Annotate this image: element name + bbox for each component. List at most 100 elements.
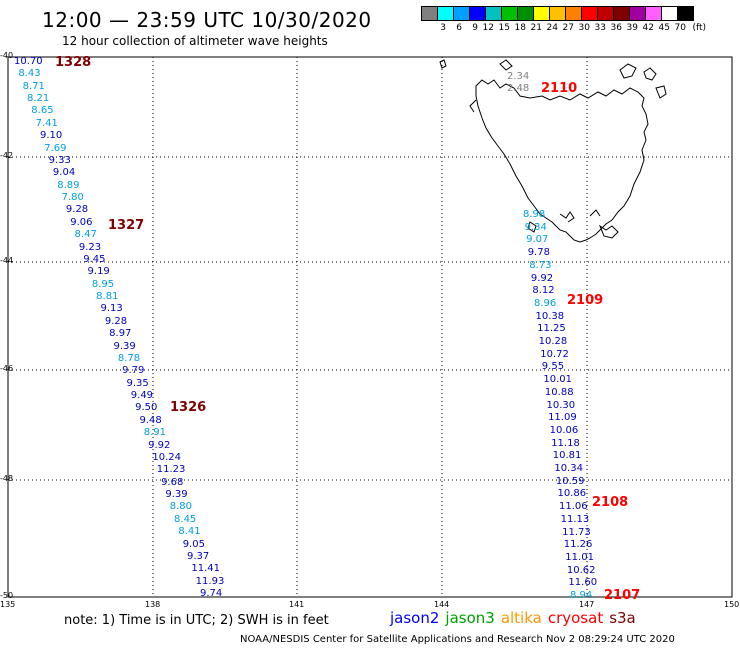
legend-label: 21 (530, 23, 542, 33)
legend-label: 70 (674, 23, 686, 33)
wave-height-value: 11.06 (559, 501, 588, 513)
wave-height-value: 9.37 (187, 550, 210, 562)
lon-label: 135 (0, 600, 16, 609)
wave-height-value: 9.05 (182, 538, 205, 550)
lon-label: 144 (434, 600, 450, 609)
tasmania-coastline (439, 59, 667, 243)
legend-label: 45 (658, 23, 670, 33)
legend-label: 27 (562, 23, 574, 33)
wave-height-value: 10.38 (535, 310, 565, 322)
legend-label: 6 (456, 23, 462, 33)
wave-height-value: 2.34 (507, 71, 530, 82)
wave-height-value: 10.88 (544, 386, 574, 398)
map-frame (7, 56, 733, 598)
wave-height-value: 11.13 (560, 513, 590, 525)
wave-height-value: 8.12 (532, 285, 555, 297)
wave-height-value: 9.45 (83, 253, 106, 265)
wave-height-value: 11.73 (562, 526, 591, 538)
wave-height-value: 10.06 (549, 424, 579, 436)
satellite-legend: jason2 jason3 altika cryosat s3a (390, 609, 642, 627)
wave-height-value: 9.33 (48, 154, 71, 166)
pass-label: 1326 (170, 400, 207, 415)
legend-label: 12 (482, 23, 494, 33)
legend-label: 39 (626, 23, 638, 33)
wave-height-value: 10.59 (555, 475, 585, 487)
wave-height-value: 2.48 (507, 83, 530, 94)
legend-label: 42 (642, 23, 654, 33)
pass-label: 2110 (541, 81, 578, 96)
wave-height-value: 8.65 (31, 105, 54, 117)
wave-height-value: 9.39 (113, 340, 136, 352)
wave-height-value: 11.93 (195, 575, 225, 587)
wave-height-value: 8.81 (96, 291, 119, 303)
lat-label: -46 (0, 364, 14, 373)
color-scale-legend: 3 6 9 12 15 18 21 24 27 30 33 36 39 42 45 70 (ft) (421, 6, 706, 33)
wave-height-value: 9.23 (78, 241, 102, 253)
wave-height-value: 8.97 (109, 328, 132, 340)
wave-height-value: 9.13 (100, 303, 123, 315)
lon-label: 138 (145, 600, 161, 609)
legend-label: 33 (594, 23, 606, 33)
satellite-legend-item: s3a (609, 609, 636, 627)
legend-label: 36 (610, 23, 622, 33)
wave-height-value: 8.45 (174, 513, 197, 525)
legend-label: 30 (578, 23, 590, 33)
wave-height-value: 11.25 (537, 323, 566, 335)
satellite-legend-item: jason3 (445, 609, 495, 627)
wave-height-value: 10.30 (546, 399, 576, 411)
page-subtitle: 12 hour collection of altimeter wave hei… (62, 34, 328, 48)
wave-height-value: 8.91 (143, 427, 167, 439)
credit-line: NOAA/NESDIS Center for Satellite Applica… (240, 634, 675, 645)
page-title: 12:00 — 23:59 UTC 10/30/2020 (42, 8, 372, 32)
wave-height-value: 9.74 (200, 588, 223, 599)
wave-height-value: 9.78 (527, 247, 550, 259)
wave-height-value: 11.09 (548, 412, 577, 424)
wave-height-value: 11.41 (191, 563, 220, 575)
map-gridlines (8, 57, 732, 597)
wave-height-value: 8.78 (117, 352, 141, 364)
wave-height-value: 10.70 (14, 56, 43, 67)
wave-height-value: 8.71 (22, 80, 45, 92)
wave-height-value: 11.60 (568, 577, 598, 589)
wave-height-value: 8.43 (18, 68, 41, 80)
wave-height-value: 10.81 (552, 450, 582, 462)
wave-height-value: 9.19 (87, 266, 110, 278)
color-scale-labels: 3 6 9 12 15 18 21 24 27 30 33 36 39 42 45 70 (ft) (422, 23, 706, 33)
wave-height-value: 11.26 (563, 539, 593, 551)
wave-height-value: 8.98 (523, 209, 546, 220)
wave-height-value: 9.04 (52, 167, 76, 179)
satellite-legend-item: jason2 (390, 609, 440, 627)
pass-label: 2109 (567, 293, 604, 308)
pass-label: 2108 (592, 495, 629, 510)
legend-label: 15 (498, 23, 510, 33)
legend-unit: (ft) (692, 23, 706, 33)
lon-label: 141 (289, 600, 305, 609)
wave-height-value: 10.01 (543, 374, 572, 386)
wave-height-value: 9.35 (126, 377, 149, 389)
wave-height-value: 7.80 (61, 192, 84, 204)
wave-height-value: 8.95 (91, 278, 115, 290)
wave-height-value: 8.73 (529, 259, 552, 271)
satellite-legend-item: altika (500, 609, 542, 627)
color-scale-swatches (421, 6, 706, 21)
wave-height-value: 8.41 (178, 526, 201, 538)
pass-label: 1327 (108, 218, 145, 233)
wave-height-value: 10.28 (538, 336, 568, 347)
lat-label: -44 (0, 256, 14, 265)
legend-label: 24 (546, 23, 558, 33)
footer-note: note: 1) Time is in UTC; 2) SWH is in fe… (64, 613, 329, 628)
legend-swatch (677, 6, 694, 21)
lat-label: -48 (0, 474, 14, 483)
wave-height-value: 8.21 (26, 93, 50, 105)
pass-label: 1328 (55, 55, 92, 70)
wave-height-value: 8.89 (57, 179, 80, 191)
wave-height-value: 9.92 (530, 272, 554, 284)
lat-label: -40 (0, 51, 14, 60)
wave-height-value: 9.28 (65, 204, 89, 216)
legend-label: 18 (514, 23, 526, 33)
wave-height-value: 8.96 (533, 297, 557, 309)
wave-height-value: 9.28 (104, 315, 128, 327)
wave-height-value: 9.34 (524, 221, 547, 233)
wave-height-value: 10.24 (152, 451, 182, 463)
